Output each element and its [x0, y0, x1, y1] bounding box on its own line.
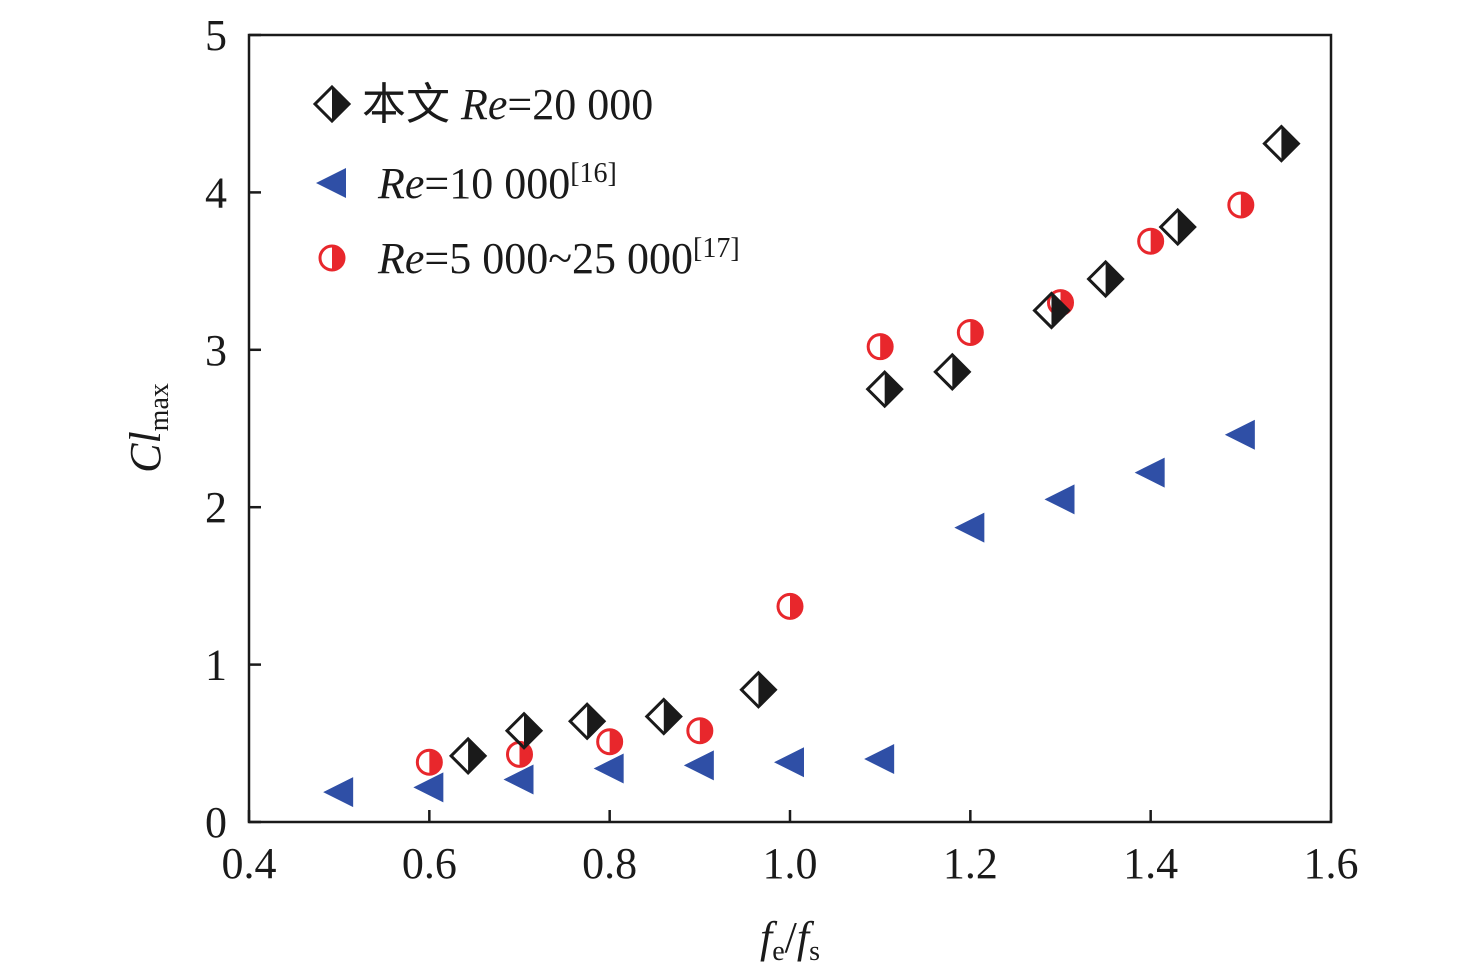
data-point-series-2 — [683, 750, 714, 781]
data-point-series-2 — [774, 747, 804, 778]
data-points — [323, 124, 1301, 808]
legend-marker-series-3 — [318, 244, 346, 272]
data-point-series-2 — [1134, 457, 1165, 488]
data-point-series-3 — [596, 728, 624, 756]
data-point-series-1 — [865, 370, 904, 409]
y-tick-label: 0 — [205, 798, 227, 847]
data-point-series-1 — [1262, 124, 1301, 163]
data-point-series-2 — [593, 753, 624, 784]
data-point-series-1 — [933, 352, 972, 391]
data-point-series-2 — [864, 744, 895, 775]
x-tick-label: 0.4 — [222, 839, 277, 888]
data-point-series-1 — [739, 670, 778, 709]
data-point-series-1 — [448, 736, 488, 776]
x-axis-title: fe/fs — [760, 913, 820, 967]
data-point-series-3 — [866, 333, 894, 361]
data-point-series-1 — [504, 711, 544, 750]
x-tick-label: 1.6 — [1304, 839, 1359, 888]
data-point-series-3 — [686, 717, 714, 745]
data-point-series-1 — [568, 702, 607, 741]
data-point-series-3 — [1137, 227, 1165, 255]
data-point-series-3 — [1227, 191, 1255, 219]
y-tick-label: 5 — [205, 11, 227, 60]
legend-marker-series-1 — [312, 84, 352, 124]
data-point-series-1 — [1086, 259, 1125, 299]
data-point-series-2 — [413, 772, 444, 803]
data-point-series-2 — [503, 764, 534, 795]
legend-marker-series-2 — [316, 168, 346, 198]
data-point-series-1 — [1158, 207, 1197, 247]
x-tick-label: 1.0 — [763, 839, 818, 888]
data-point-series-1 — [644, 697, 683, 736]
data-point-series-3 — [415, 748, 443, 776]
legend-label-series-3: Re=5 000~25 000[17] — [377, 233, 740, 283]
plot-frame — [247, 33, 1333, 824]
legend-label-series-1: 本文 Re=20 000 — [362, 80, 653, 129]
axis-ticks — [247, 33, 1333, 824]
legend: 本文 Re=20 000 Re=10 000[16] Re=5 000~25 000… — [312, 80, 740, 283]
tick-labels: 0.4 0.6 0.8 1.0 1.2 1.4 1.6 0 1 2 3 4 5 — [205, 11, 1359, 888]
x-tick-label: 0.8 — [582, 839, 637, 888]
legend-label-series-2: Re=10 000[16] — [377, 158, 617, 208]
x-tick-label: 1.4 — [1123, 839, 1178, 888]
y-tick-label: 1 — [205, 641, 227, 690]
data-point-series-2 — [323, 777, 354, 808]
data-point-series-3 — [956, 318, 984, 346]
x-tick-label: 0.6 — [402, 839, 457, 888]
y-tick-label: 4 — [205, 168, 227, 217]
data-point-series-2 — [954, 512, 985, 543]
y-tick-label: 3 — [205, 326, 227, 375]
y-tick-label: 2 — [205, 483, 227, 532]
data-point-series-2 — [1224, 419, 1255, 450]
data-point-series-1 — [1032, 291, 1071, 330]
data-point-series-3 — [776, 592, 804, 620]
y-axis-title: Clmax — [121, 383, 175, 473]
x-tick-label: 1.2 — [943, 839, 998, 888]
data-point-series-2 — [1044, 484, 1075, 515]
